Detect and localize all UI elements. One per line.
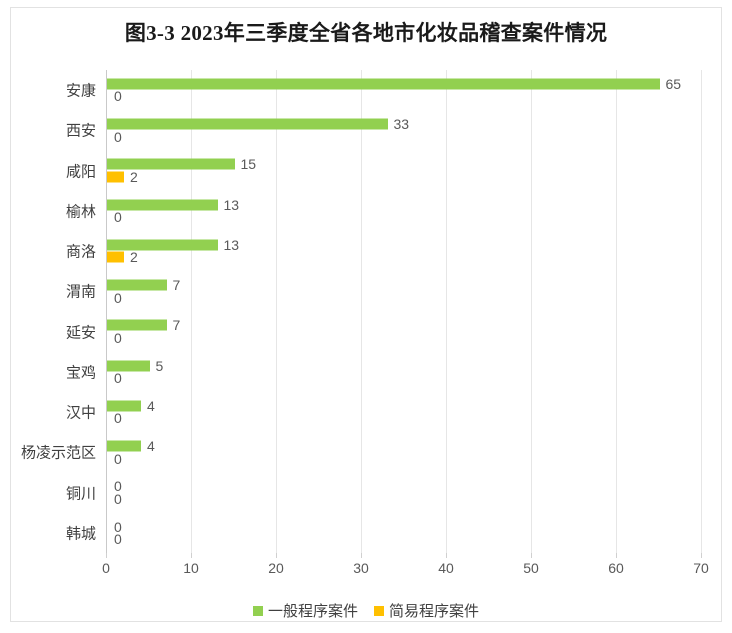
plot-area: 0 10 20 30 40 50 60 70 安康 65 0 西安 33 0 咸阳 15 2 榆林 13 0 商洛 13 2… bbox=[21, 70, 709, 576]
x-axis-tick bbox=[106, 553, 107, 558]
bar-simple bbox=[107, 251, 124, 263]
category-label: 榆林 bbox=[65, 203, 96, 221]
value-axis-line bbox=[106, 70, 107, 553]
x-axis-tick bbox=[701, 553, 702, 558]
bar-value-label: 65 bbox=[665, 75, 682, 92]
gridline bbox=[361, 70, 362, 553]
category-label: 延安 bbox=[65, 324, 96, 342]
bar-general bbox=[107, 78, 660, 90]
x-axis-tick-label: 50 bbox=[523, 560, 539, 576]
bar-value-label: 7 bbox=[172, 277, 181, 294]
bar-value-label: 0 bbox=[114, 531, 122, 548]
gridline bbox=[276, 70, 277, 553]
bar-general bbox=[107, 158, 235, 170]
bar-general bbox=[107, 239, 218, 251]
x-axis-tick bbox=[446, 553, 447, 558]
x-axis-tick bbox=[616, 553, 617, 558]
category-label: 汉中 bbox=[65, 404, 96, 422]
x-axis-tick-label: 70 bbox=[693, 560, 709, 576]
chart-title: 图3-3 2023年三季度全省各地市化妆品稽查案件情况 bbox=[124, 21, 608, 45]
x-axis-tick-label: 60 bbox=[608, 560, 624, 576]
category-label: 铜川 bbox=[65, 485, 96, 503]
legend-item[interactable]: 简易程序案件 bbox=[374, 600, 479, 621]
bar-value-label: 4 bbox=[147, 397, 155, 414]
legend-swatch-icon bbox=[374, 605, 384, 616]
bar-general bbox=[107, 279, 167, 291]
bar-general bbox=[107, 440, 141, 452]
bar-general bbox=[107, 118, 388, 130]
category-label: 韩城 bbox=[65, 525, 96, 543]
x-axis-tick bbox=[361, 553, 362, 558]
bar-value-label: 0 bbox=[114, 518, 122, 535]
bar-value-label: 15 bbox=[240, 156, 257, 173]
bar-general bbox=[107, 360, 150, 372]
bar-value-label: 0 bbox=[114, 450, 122, 467]
x-axis-tick-label: 30 bbox=[353, 560, 369, 576]
bar-value-label: 5 bbox=[155, 357, 164, 374]
bar-value-label: 2 bbox=[130, 168, 138, 185]
x-axis-tick bbox=[191, 553, 192, 558]
category-label: 渭南 bbox=[65, 283, 96, 301]
chart-container: 图3-3 2023年三季度全省各地市化妆品稽查案件情况 0 10 20 30 40 50 6… bbox=[10, 7, 722, 622]
legend-label: 简易程序案件 bbox=[389, 603, 480, 620]
bar-value-label: 33 bbox=[393, 116, 410, 133]
gridline bbox=[616, 70, 617, 553]
bar-value-label: 0 bbox=[114, 289, 122, 306]
bar-value-label: 7 bbox=[172, 317, 181, 334]
category-label: 杨凌示范区 bbox=[20, 444, 96, 462]
category-label: 西安 bbox=[65, 122, 96, 140]
category-label: 商洛 bbox=[65, 243, 96, 261]
bar-value-label: 0 bbox=[114, 209, 122, 226]
bar-value-label: 2 bbox=[130, 249, 138, 266]
bar-value-label: 0 bbox=[114, 88, 122, 105]
bar-general bbox=[107, 400, 141, 412]
legend-item[interactable]: 一般程序案件 bbox=[252, 600, 358, 621]
bar-value-label: 13 bbox=[223, 196, 240, 213]
bar-value-label: 0 bbox=[114, 128, 122, 145]
x-axis-tick-label: 20 bbox=[268, 560, 284, 576]
x-axis-tick-label: 10 bbox=[183, 560, 199, 576]
bar-value-label: 0 bbox=[114, 490, 122, 507]
bar-value-label: 4 bbox=[147, 438, 155, 455]
chart-legend: 一般程序案件 简易程序案件 bbox=[11, 600, 721, 621]
legend-swatch-icon bbox=[252, 605, 263, 616]
gridline bbox=[701, 70, 702, 553]
gridline bbox=[446, 70, 447, 553]
bar-value-label: 13 bbox=[223, 236, 240, 253]
x-axis-tick bbox=[531, 553, 532, 558]
bar-simple bbox=[107, 171, 124, 183]
x-axis-tick bbox=[276, 553, 277, 558]
category-label: 安康 bbox=[65, 82, 96, 100]
bar-value-label: 0 bbox=[114, 329, 122, 346]
x-axis-tick-label: 0 bbox=[102, 560, 110, 576]
bar-general bbox=[107, 319, 167, 331]
bar-general bbox=[107, 199, 218, 211]
x-axis-tick-label: 40 bbox=[438, 560, 454, 576]
bar-value-label: 0 bbox=[114, 410, 122, 427]
gridline bbox=[531, 70, 532, 553]
bar-value-label: 0 bbox=[114, 370, 122, 387]
bar-value-label: 0 bbox=[114, 478, 122, 495]
category-label: 宝鸡 bbox=[65, 364, 96, 382]
category-label: 咸阳 bbox=[65, 163, 96, 181]
gridline bbox=[191, 70, 192, 553]
legend-label: 一般程序案件 bbox=[267, 603, 358, 620]
